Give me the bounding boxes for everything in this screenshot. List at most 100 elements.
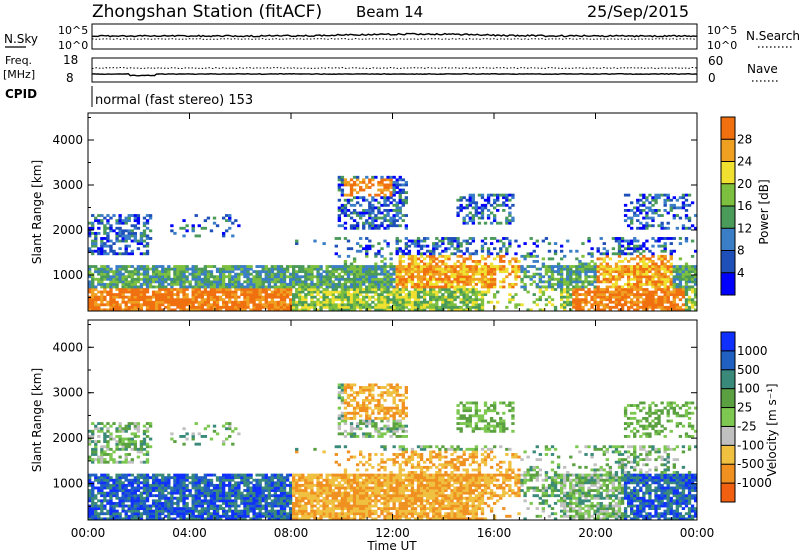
heatmap-cell <box>359 180 363 184</box>
heatmap-cell <box>496 203 500 207</box>
heatmap-cell <box>669 305 673 309</box>
heatmap-cell <box>121 442 125 446</box>
heatmap-cell <box>593 277 597 281</box>
heatmap-cell <box>100 429 104 433</box>
heatmap-cell <box>173 265 177 268</box>
heatmap-cell <box>167 478 171 482</box>
heatmap-cell <box>362 178 366 182</box>
heatmap-cell <box>145 499 150 503</box>
heatmap-cell <box>322 277 326 281</box>
heatmap-cell <box>578 293 582 296</box>
heatmap-cell <box>678 290 683 294</box>
heatmap-cell <box>505 305 509 309</box>
heatmap-cell <box>200 514 204 518</box>
heatmap-cell <box>383 300 387 304</box>
heatmap-cell <box>170 295 174 299</box>
heatmap-cell <box>590 252 594 256</box>
heatmap-cell <box>197 272 201 276</box>
heatmap-cell <box>267 293 271 296</box>
heatmap-cell <box>185 489 189 492</box>
heatmap-cell <box>550 277 555 281</box>
heatmap-cell <box>395 288 399 291</box>
heatmap-cell <box>185 494 189 498</box>
heatmap-cell <box>672 280 676 284</box>
heatmap-cell <box>203 473 208 477</box>
heatmap-cell <box>636 293 640 296</box>
heatmap-cell <box>392 300 396 304</box>
heatmap-cell <box>191 298 195 302</box>
heatmap-cell <box>514 265 518 268</box>
heatmap-cell <box>151 285 156 289</box>
heatmap-cell <box>514 260 518 263</box>
heatmap-cell <box>252 300 256 304</box>
heatmap-cell <box>328 282 332 286</box>
heatmap-cell <box>124 478 128 482</box>
heatmap-cell <box>438 305 442 309</box>
heatmap-cell <box>480 254 485 258</box>
heatmap-cell <box>617 308 622 312</box>
heatmap-cell <box>322 303 326 307</box>
heatmap-cell <box>170 507 174 510</box>
heatmap-cell <box>651 265 655 268</box>
heatmap-cell <box>374 288 378 291</box>
heatmap-cell <box>191 512 195 516</box>
heatmap-cell <box>474 295 479 299</box>
heatmap-cell <box>340 293 345 296</box>
heatmap-cell <box>654 288 658 291</box>
heatmap-cell <box>228 305 232 309</box>
heatmap-cell <box>197 234 201 238</box>
heatmap-cell <box>633 247 637 251</box>
heatmap-cell <box>392 175 396 179</box>
heatmap-cell <box>398 193 402 197</box>
heatmap-cell <box>343 203 348 207</box>
heatmap-cell <box>453 262 457 266</box>
heatmap-cell <box>386 272 390 276</box>
heatmap-cell <box>630 272 634 276</box>
heatmap-cell <box>228 216 232 220</box>
heatmap-cell <box>130 293 134 296</box>
heatmap-cell <box>678 293 683 296</box>
heatmap-cell <box>693 267 698 271</box>
heatmap-cell <box>416 244 421 248</box>
heatmap-cell <box>240 265 244 268</box>
heatmap-cell <box>112 450 116 454</box>
heatmap-cell <box>313 288 317 291</box>
heatmap-cell <box>553 282 558 286</box>
heatmap-cell <box>243 298 247 302</box>
heatmap-cell <box>538 298 542 302</box>
heatmap-cell <box>148 507 153 510</box>
heatmap-cell <box>121 234 125 238</box>
heatmap-cell <box>438 254 442 258</box>
heatmap-cell <box>94 244 98 248</box>
heatmap-cell <box>209 481 214 485</box>
heatmap-cell <box>212 501 217 505</box>
heatmap-cell <box>630 298 634 302</box>
heatmap-cell <box>645 224 649 228</box>
heatmap-cell <box>413 303 418 307</box>
heatmap-cell <box>103 270 107 274</box>
heatmap-cell <box>279 303 284 307</box>
heatmap-cell <box>231 491 235 495</box>
heatmap-cell <box>654 267 658 271</box>
heatmap-cell <box>380 267 384 271</box>
heatmap-cell <box>441 239 445 243</box>
heatmap-cell <box>182 226 186 230</box>
heatmap-cell <box>386 277 390 281</box>
heatmap-cell <box>547 270 552 274</box>
heatmap-cell <box>118 275 122 279</box>
heatmap-cell <box>319 295 323 299</box>
heatmap-cell <box>228 272 232 276</box>
heatmap-cell <box>620 295 625 299</box>
heatmap-cell <box>547 280 552 284</box>
heatmap-cell <box>514 239 518 243</box>
heatmap-cell <box>620 237 625 240</box>
heatmap-cell <box>471 206 476 210</box>
heatmap-cell <box>365 247 369 251</box>
heatmap-cell <box>301 265 305 268</box>
heatmap-cell <box>359 282 363 286</box>
heatmap-cell <box>154 473 159 477</box>
heatmap-cell <box>200 272 204 276</box>
heatmap-cell <box>666 298 670 302</box>
heatmap-cell <box>322 288 326 291</box>
heatmap-cell <box>611 285 616 289</box>
